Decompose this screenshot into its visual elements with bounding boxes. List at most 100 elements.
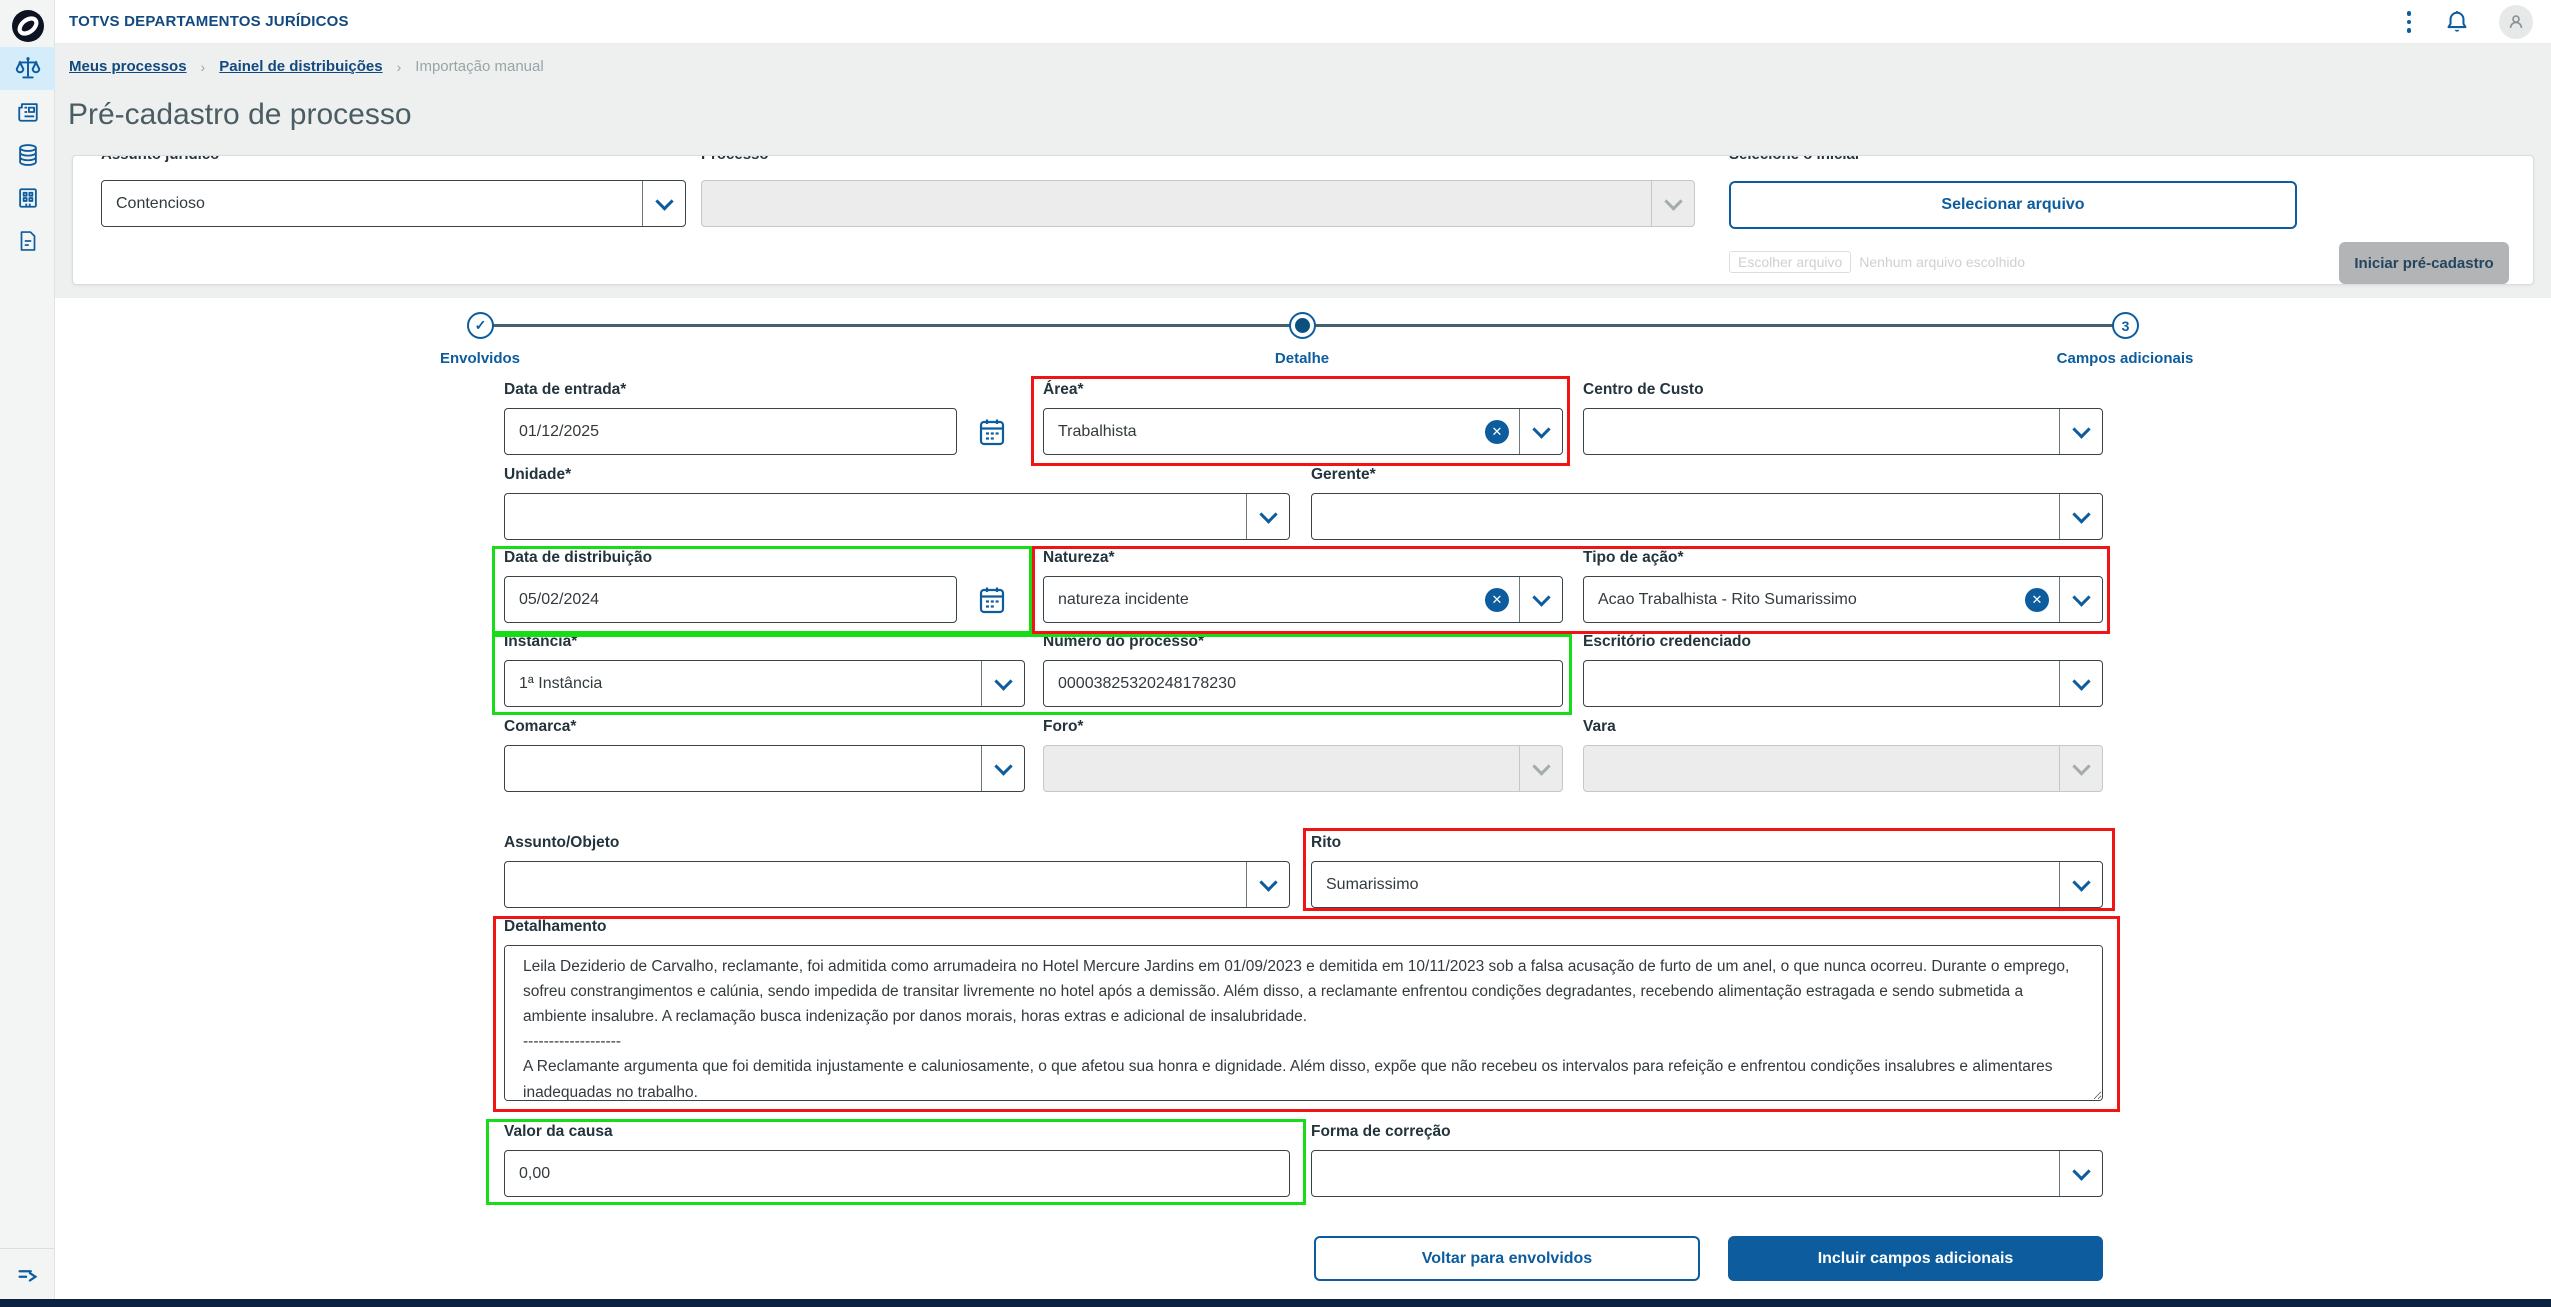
data-entrada-label: Data de entrada*	[504, 381, 627, 398]
step-campos-adicionais-circle[interactable]: 3	[2112, 312, 2139, 339]
clear-icon[interactable]: ✕	[1485, 419, 1509, 444]
selecione-inicial-label: Selecione o inicial	[1729, 156, 1859, 163]
chevron-down-icon	[1520, 746, 1562, 791]
rito-combobox[interactable]: Sumarissimo	[1311, 861, 2103, 908]
chevron-down-icon[interactable]	[2060, 862, 2102, 907]
chevron-down-icon	[2060, 746, 2102, 791]
chevron-down-icon[interactable]	[2060, 577, 2102, 622]
sidebar-item-empresas[interactable]	[0, 176, 55, 219]
unidade-label: Unidade*	[504, 466, 572, 483]
native-file-input[interactable]: Escolher arquivo Nenhum arquivo escolhid…	[1729, 251, 2025, 273]
natureza-combobox[interactable]: natureza incidente ✕	[1043, 576, 1563, 623]
combo-divider	[1651, 181, 1652, 226]
assunto-objeto-label: Assunto/Objeto	[504, 834, 620, 851]
incluir-campos-adicionais-button[interactable]: Incluir campos adicionais	[1728, 1236, 2103, 1281]
step-detalhe-label[interactable]: Detalhe	[1274, 350, 1330, 367]
combo-divider	[1519, 409, 1520, 454]
combo-divider	[2059, 494, 2060, 539]
combo-divider	[981, 661, 982, 706]
data-entrada-input[interactable]	[504, 408, 957, 455]
sidebar-item-processos[interactable]	[0, 47, 55, 90]
combo-divider	[2059, 661, 2060, 706]
instancia-value: 1ª Instância	[519, 674, 603, 692]
assunto-objeto-combobox[interactable]	[504, 861, 1290, 908]
vara-label: Vara	[1583, 718, 1616, 735]
sidebar-item-documentos[interactable]	[0, 219, 55, 262]
voltar-envolvidos-button[interactable]: Voltar para envolvidos	[1314, 1236, 1700, 1281]
chevron-down-icon[interactable]	[982, 661, 1024, 706]
assunto-juridico-combobox[interactable]: Contencioso	[101, 180, 686, 227]
chevron-down-icon	[1652, 181, 1694, 226]
data-distribuicao-label: Data de distribuição	[504, 549, 653, 566]
numero-processo-input[interactable]	[1043, 660, 1563, 707]
assunto-juridico-label: Assunto jurídico	[101, 156, 219, 163]
combo-divider	[2059, 577, 2060, 622]
escritorio-credenciado-label: Escritório credenciado	[1583, 633, 1751, 650]
iniciar-pre-cadastro-button[interactable]: Iniciar pré-cadastro	[2339, 242, 2509, 284]
natureza-value: natureza incidente	[1058, 590, 1189, 608]
breadcrumb-painel-distribuicoes[interactable]: Painel de distribuições	[219, 58, 383, 75]
area-label: Área*	[1043, 381, 1084, 398]
sidebar-item-publicacoes[interactable]	[0, 90, 55, 133]
chevron-down-icon[interactable]	[2060, 409, 2102, 454]
gerente-combobox[interactable]	[1311, 493, 2103, 540]
notifications-bell-icon[interactable]	[2445, 9, 2469, 35]
user-avatar[interactable]	[2499, 5, 2533, 39]
chevron-down-icon[interactable]	[2060, 661, 2102, 706]
instancia-combobox[interactable]: 1ª Instância	[504, 660, 1025, 707]
selecionar-arquivo-button[interactable]: Selecionar arquivo	[1729, 181, 2297, 229]
combo-divider	[2059, 409, 2060, 454]
step-campos-adicionais-label[interactable]: Campos adicionais	[2056, 350, 2194, 367]
breadcrumb-meus-processos[interactable]: Meus processos	[69, 58, 187, 75]
area-value: Trabalhista	[1058, 422, 1137, 440]
combo-divider	[1246, 862, 1247, 907]
chevron-down-icon[interactable]	[2060, 494, 2102, 539]
app-title: TOTVS DEPARTAMENTOS JURÍDICOS	[69, 13, 349, 30]
chevron-down-icon[interactable]	[2060, 1151, 2102, 1196]
step-envolvidos-label[interactable]: Envolvidos	[439, 350, 521, 367]
database-icon	[14, 141, 42, 169]
file-input-hint: Nenhum arquivo escolhido	[1859, 254, 2026, 270]
escolher-arquivo-button[interactable]: Escolher arquivo	[1729, 251, 1852, 273]
chevron-down-icon[interactable]	[982, 746, 1024, 791]
chevron-down-icon[interactable]	[1247, 494, 1289, 539]
assunto-juridico-value: Contencioso	[116, 194, 205, 212]
rito-label: Rito	[1311, 834, 1342, 851]
import-card: Assunto jurídico Contencioso Processo Se…	[72, 155, 2534, 285]
foro-label: Foro*	[1043, 718, 1084, 735]
comarca-combobox[interactable]	[504, 745, 1025, 792]
area-combobox[interactable]: Trabalhista ✕	[1043, 408, 1563, 455]
detalhamento-textarea[interactable]: Leila Deziderio de Carvalho, reclamante,…	[504, 945, 2103, 1101]
breadcrumb-separator: ›	[396, 58, 402, 75]
chevron-down-icon[interactable]	[1520, 409, 1562, 454]
forma-correcao-combobox[interactable]	[1311, 1150, 2103, 1197]
step-number: 3	[2121, 317, 2130, 334]
comarca-label: Comarca*	[504, 718, 577, 735]
kebab-menu-icon[interactable]	[2403, 7, 2416, 37]
step-detalhe-circle[interactable]	[1289, 312, 1316, 339]
combo-divider	[2059, 746, 2060, 791]
bottom-bar	[0, 1299, 2551, 1307]
unidade-combobox[interactable]	[504, 493, 1290, 540]
chevron-down-icon[interactable]	[643, 181, 685, 226]
totvs-logo[interactable]	[0, 5, 55, 47]
processo-label: Processo	[701, 156, 769, 163]
centro-custo-label: Centro de Custo	[1583, 381, 1704, 398]
chevron-down-icon[interactable]	[1247, 862, 1289, 907]
sidebar-item-base-dados[interactable]	[0, 133, 55, 176]
data-distribuicao-input[interactable]	[504, 576, 957, 623]
valor-causa-input[interactable]	[504, 1150, 1290, 1197]
clear-icon[interactable]: ✕	[1485, 587, 1509, 612]
calendar-icon[interactable]	[978, 417, 1006, 447]
tipo-acao-combobox[interactable]: Acao Trabalhista - Rito Sumarissimo ✕	[1583, 576, 2103, 623]
sidebar	[0, 0, 55, 1307]
chevron-down-icon[interactable]	[1520, 577, 1562, 622]
centro-custo-combobox[interactable]	[1583, 408, 2103, 455]
sidebar-expand-button[interactable]	[0, 1248, 55, 1298]
step-envolvidos-circle[interactable]: ✓	[467, 312, 494, 339]
escritorio-credenciado-combobox[interactable]	[1583, 660, 2103, 707]
clear-icon[interactable]: ✕	[2025, 587, 2049, 612]
calendar-icon[interactable]	[978, 585, 1006, 615]
page-title: Pré-cadastro de processo	[68, 98, 412, 131]
top-header-bar: TOTVS DEPARTAMENTOS JURÍDICOS	[55, 0, 2551, 44]
